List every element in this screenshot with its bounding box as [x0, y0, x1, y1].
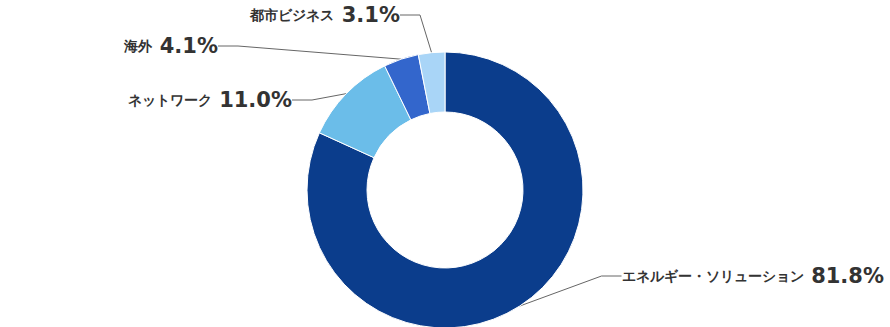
svg-text:海外: 海外: [123, 38, 153, 54]
svg-text:ネットワーク: ネットワーク: [128, 92, 212, 108]
svg-text:81.8%: 81.8%: [811, 264, 884, 288]
svg-text:エネルギー・ソリューション: エネルギー・ソリューション: [622, 268, 804, 284]
svg-text:4.1%: 4.1%: [160, 34, 218, 58]
svg-text:11.0%: 11.0%: [219, 88, 292, 112]
svg-text:都市ビジネス: 都市ビジネス: [249, 7, 334, 23]
svg-text:3.1%: 3.1%: [342, 3, 400, 27]
